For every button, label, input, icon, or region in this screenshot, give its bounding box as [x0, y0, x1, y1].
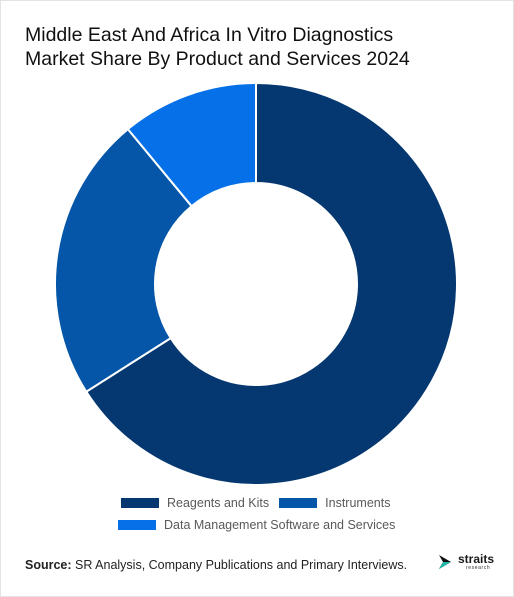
- legend-swatch-instruments: [279, 498, 318, 508]
- legend-swatch-reagents-and-kits: [121, 498, 159, 508]
- straits-logo-icon: [439, 555, 451, 569]
- logo-name: straits: [458, 552, 495, 566]
- legend-label-data-management: Data Management Software and Services: [164, 518, 396, 532]
- chart-title-line-1: Middle East And Africa In Vitro Diagnost…: [25, 24, 394, 46]
- source-note: Source: SR Analysis, Company Publication…: [25, 558, 407, 572]
- source-text: SR Analysis, Company Publications and Pr…: [71, 558, 408, 572]
- legend-row-2: Data Management Software and Services: [118, 518, 395, 532]
- donut-slice-data-management-software-and-services: [126, 81, 257, 208]
- legend-label-reagents-and-kits: Reagents and Kits: [167, 496, 270, 510]
- legend-item-data-management: Data Management Software and Services: [118, 518, 395, 532]
- legend-swatch-data-management: [118, 520, 156, 530]
- chart-title-line-2: Market Share By Product and Services 202…: [25, 48, 410, 70]
- chart-title: Middle East And Africa In Vitro Diagnost…: [25, 23, 495, 71]
- donut-slice-reagents-and-kits: [84, 81, 458, 486]
- legend-item-instruments: Instruments: [279, 496, 390, 510]
- logo-subtitle: research: [466, 565, 491, 571]
- legend-label-instruments: Instruments: [325, 496, 391, 510]
- legend-item-reagents-and-kits: Reagents and Kits: [121, 496, 269, 510]
- donut-slice-instruments: [54, 127, 194, 394]
- source-label: Source:: [25, 558, 72, 572]
- legend-row-1: Reagents and Kits Instruments: [121, 496, 390, 510]
- straits-research-logo: straits research: [437, 552, 494, 572]
- donut-chart: [54, 81, 458, 486]
